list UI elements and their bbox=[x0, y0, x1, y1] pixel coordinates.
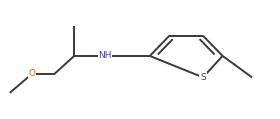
Text: S: S bbox=[200, 73, 206, 82]
Text: O: O bbox=[29, 69, 36, 78]
Text: NH: NH bbox=[98, 51, 112, 60]
